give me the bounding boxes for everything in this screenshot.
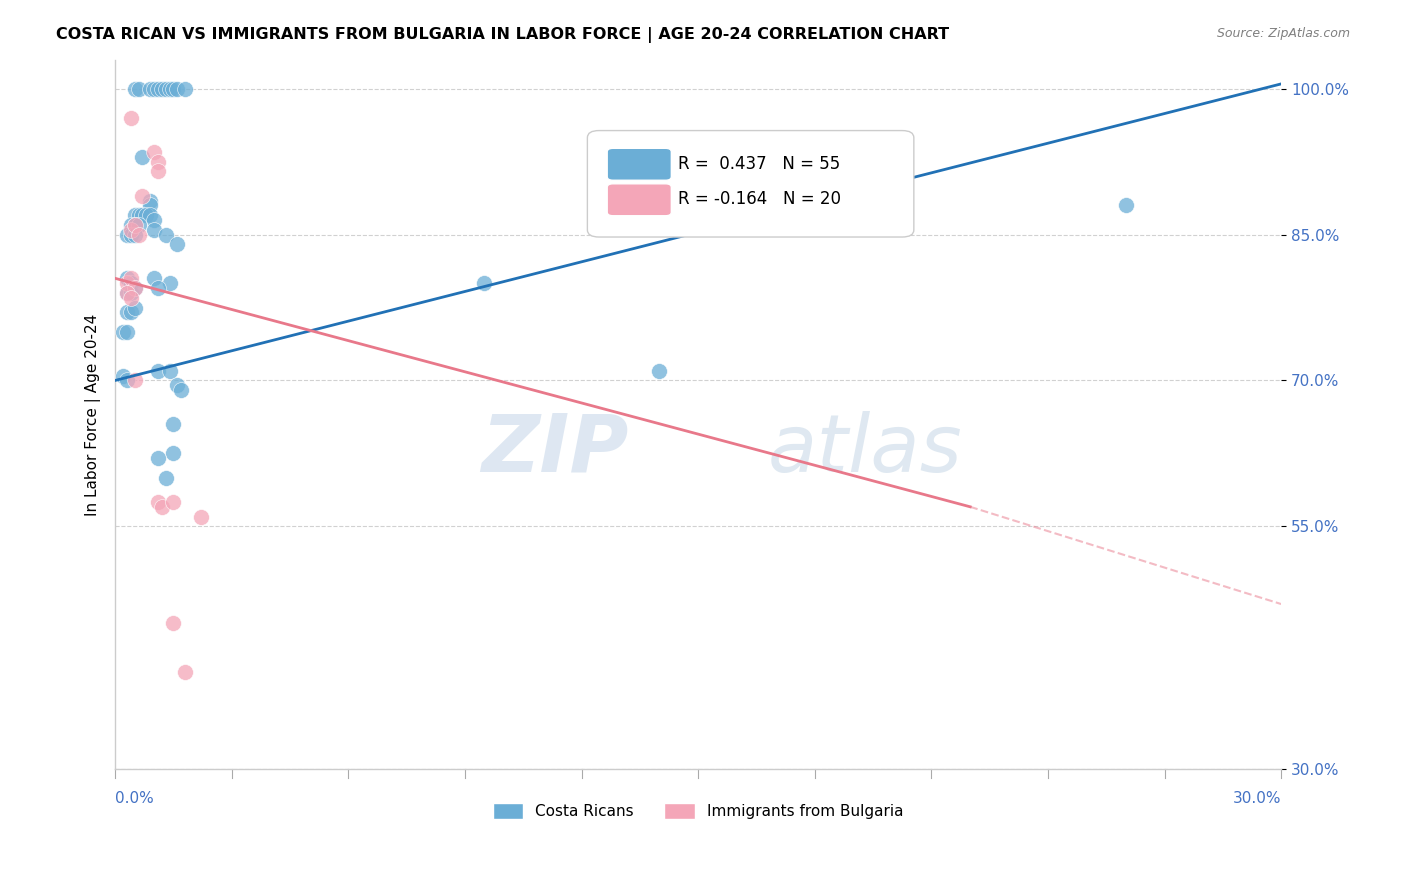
Text: 0.0%: 0.0%: [115, 790, 153, 805]
Text: R =  0.437   N = 55: R = 0.437 N = 55: [678, 155, 841, 173]
Point: [155, 227, 177, 242]
Point: [162, 82, 184, 96]
Point: [111, 368, 134, 383]
Point: [143, 82, 166, 96]
Point: [120, 111, 142, 125]
Point: [159, 276, 181, 290]
Point: [139, 208, 162, 222]
Point: [146, 495, 169, 509]
Point: [111, 325, 134, 339]
Point: [162, 495, 184, 509]
Point: [131, 150, 153, 164]
Point: [150, 82, 173, 96]
Text: R = -0.164   N = 20: R = -0.164 N = 20: [678, 190, 841, 209]
Point: [155, 470, 177, 484]
Point: [143, 213, 166, 227]
Point: [190, 509, 212, 524]
Point: [120, 291, 142, 305]
Point: [128, 218, 150, 232]
Point: [139, 82, 162, 96]
Point: [174, 665, 197, 679]
Point: [120, 285, 142, 300]
Point: [648, 364, 671, 378]
Point: [124, 281, 146, 295]
Point: [115, 271, 138, 285]
Point: [124, 82, 146, 96]
Point: [146, 164, 169, 178]
Point: [135, 208, 157, 222]
Point: [162, 616, 184, 631]
Point: [124, 218, 146, 232]
Point: [120, 223, 142, 237]
Point: [150, 500, 173, 514]
Point: [128, 82, 150, 96]
Point: [115, 276, 138, 290]
Point: [115, 373, 138, 387]
FancyBboxPatch shape: [607, 184, 671, 216]
Point: [146, 154, 169, 169]
Point: [162, 446, 184, 460]
Point: [1115, 198, 1137, 212]
FancyBboxPatch shape: [607, 148, 671, 180]
Point: [166, 237, 188, 252]
Point: [159, 82, 181, 96]
Text: Source: ZipAtlas.com: Source: ZipAtlas.com: [1216, 27, 1350, 40]
Legend: Costa Ricans, Immigrants from Bulgaria: Costa Ricans, Immigrants from Bulgaria: [486, 797, 910, 825]
Text: ZIP: ZIP: [481, 411, 628, 489]
Point: [146, 451, 169, 466]
Point: [115, 325, 138, 339]
Text: atlas: atlas: [768, 411, 963, 489]
Point: [124, 218, 146, 232]
Point: [162, 417, 184, 432]
Point: [115, 285, 138, 300]
Point: [170, 383, 193, 397]
Point: [128, 227, 150, 242]
Text: 30.0%: 30.0%: [1233, 790, 1281, 805]
Point: [120, 271, 142, 285]
Point: [474, 276, 496, 290]
Point: [115, 305, 138, 319]
Point: [143, 271, 166, 285]
Point: [166, 378, 188, 392]
Point: [124, 281, 146, 295]
Text: COSTA RICAN VS IMMIGRANTS FROM BULGARIA IN LABOR FORCE | AGE 20-24 CORRELATION C: COSTA RICAN VS IMMIGRANTS FROM BULGARIA …: [56, 27, 949, 43]
FancyBboxPatch shape: [588, 130, 914, 237]
Point: [146, 82, 169, 96]
Point: [131, 208, 153, 222]
Point: [115, 227, 138, 242]
Point: [146, 364, 169, 378]
Point: [120, 227, 142, 242]
Point: [115, 285, 138, 300]
Point: [124, 301, 146, 315]
Point: [143, 145, 166, 159]
Point: [143, 223, 166, 237]
Point: [159, 364, 181, 378]
Point: [120, 305, 142, 319]
Y-axis label: In Labor Force | Age 20-24: In Labor Force | Age 20-24: [86, 313, 101, 516]
Point: [155, 82, 177, 96]
Point: [124, 208, 146, 222]
Point: [124, 227, 146, 242]
Point: [139, 194, 162, 208]
Point: [166, 82, 188, 96]
Point: [124, 373, 146, 387]
Point: [146, 281, 169, 295]
Point: [120, 218, 142, 232]
Point: [174, 82, 197, 96]
Point: [139, 198, 162, 212]
Point: [128, 208, 150, 222]
Point: [120, 276, 142, 290]
Point: [131, 188, 153, 202]
